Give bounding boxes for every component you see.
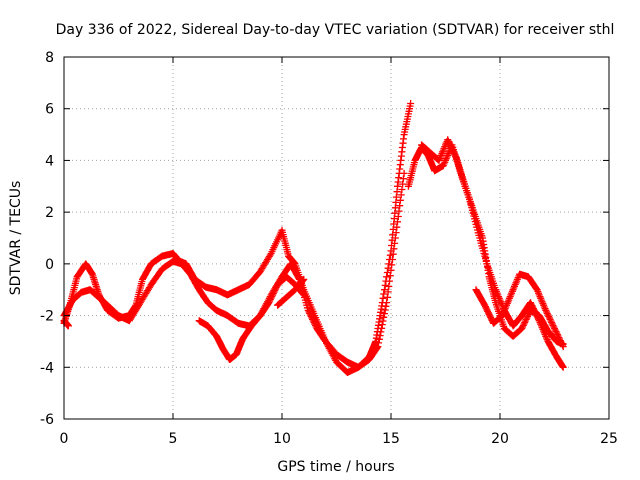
series-track-7	[472, 270, 567, 351]
grid-lines	[64, 57, 609, 419]
y-tick-label: 6	[45, 102, 54, 118]
x-tick-label: 15	[382, 431, 400, 447]
data-points	[60, 100, 567, 376]
marker-path-track-2	[60, 169, 408, 371]
y-tick-labels: -6 -4 -2 0 2 4 6 8	[40, 50, 54, 428]
y-tick-label: 0	[45, 257, 54, 273]
series-track-1	[60, 100, 415, 376]
x-tick-label: 10	[273, 431, 291, 447]
y-tick-label: 2	[45, 205, 54, 221]
plot-area-frame	[63, 56, 610, 420]
series-track-2	[60, 169, 408, 371]
y-tick-label: -2	[40, 309, 54, 325]
y-tick-label: -6	[40, 412, 54, 428]
y-axis-label: SDTVAR / TECUs	[8, 181, 24, 296]
x-axis-label: GPS time / hours	[277, 459, 394, 475]
y-tick-label: 8	[45, 50, 54, 66]
marker-path-track-1	[60, 100, 415, 376]
chart-title: Day 336 of 2022, Sidereal Day-to-day VTE…	[56, 22, 615, 38]
y-tick-label: -4	[40, 360, 54, 376]
x-tick-labels: 0 5 10 15 20 25	[60, 431, 618, 447]
series-track-3	[195, 273, 308, 363]
x-tick-label: 5	[169, 431, 178, 447]
x-tick-label: 0	[60, 431, 69, 447]
x-tick-label: 20	[491, 431, 509, 447]
axis-ticks	[63, 56, 610, 420]
x-tick-label: 25	[600, 431, 618, 447]
series-track-4	[274, 275, 308, 309]
y-tick-label: 4	[45, 153, 54, 169]
